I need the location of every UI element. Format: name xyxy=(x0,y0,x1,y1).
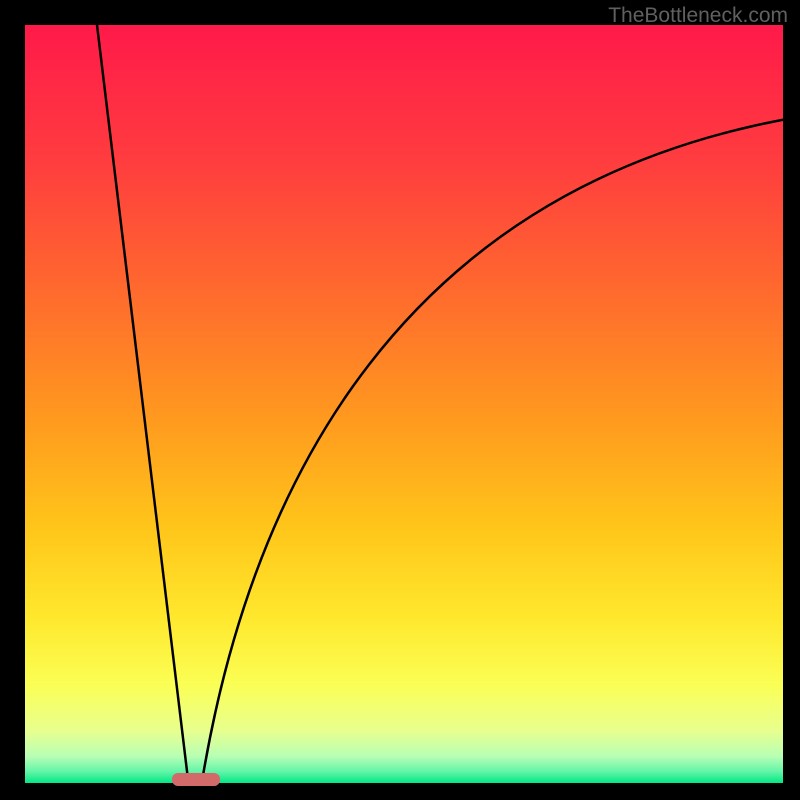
curve-left-segment xyxy=(97,25,188,779)
curve-overlay xyxy=(25,25,783,783)
watermark-text: TheBottleneck.com xyxy=(608,4,788,28)
minimum-marker xyxy=(172,773,220,786)
plot-area xyxy=(25,25,783,783)
curve-right-segment xyxy=(202,120,783,779)
